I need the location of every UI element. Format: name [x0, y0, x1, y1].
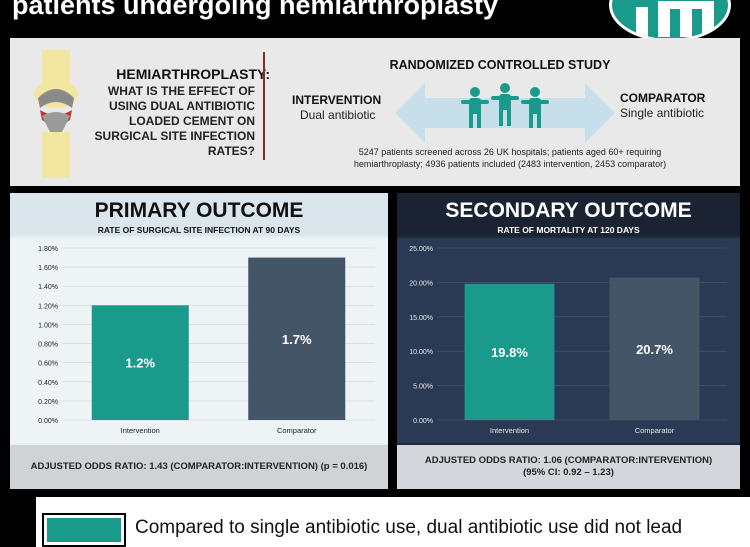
- y-tick-label: 20.00%: [409, 280, 433, 287]
- y-tick-label: 1.60%: [38, 265, 58, 272]
- data-label: 1.7%: [282, 332, 312, 347]
- bar: [91, 305, 189, 420]
- y-tick-label: 1.20%: [38, 303, 58, 310]
- bar: [464, 283, 555, 420]
- y-tick-label: 5.00%: [413, 384, 433, 391]
- y-tick-label: 0.80%: [38, 342, 58, 349]
- comparator-sub: Single antibiotic: [620, 106, 705, 120]
- y-tick-label: 0.60%: [38, 361, 58, 368]
- primary-chart: 0.00% 0.20% 0.40% 0.60% 0.80% 1.00% 1.20% 1.40%…: [38, 246, 375, 435]
- y-tick-label: 10.00%: [409, 349, 433, 356]
- bar: [248, 257, 346, 420]
- page-title: patients undergoing hemiarthroplasty: [12, 0, 499, 20]
- double-arrow-icon: [395, 83, 615, 143]
- secondary-chart: 0.00% 5.00% 10.00% 15.00% 20.00% 25.00% 19.8% I…: [409, 246, 727, 435]
- y-tick-label: 0.00%: [413, 418, 433, 425]
- y-tick-label: 0.00%: [38, 418, 58, 425]
- secondary-subtitle: RATE OF MORTALITY AT 120 DAYS: [497, 225, 640, 235]
- x-tick-label: Comparator: [277, 426, 317, 435]
- secondary-footer: ADJUSTED ODDS RATIO: 1.06 (COMPARATOR:IN…: [397, 445, 740, 489]
- y-tick-label: 0.20%: [38, 399, 58, 406]
- study-description: 5247 patients screened across 26 UK hosp…: [353, 147, 667, 169]
- question-title: HEMIARTHROPLASTY:: [116, 66, 270, 82]
- y-tick-label: 15.00%: [409, 315, 433, 322]
- study-title: RANDOMIZED CONTROLLED STUDY: [389, 58, 611, 72]
- y-tick-label: 25.00%: [409, 246, 433, 253]
- hip-joint-icon: [34, 50, 78, 178]
- secondary-outcome-panel: SECONDARY OUTCOME RATE OF MORTALITY AT 1…: [397, 193, 740, 489]
- x-tick-label: Intervention: [121, 426, 160, 435]
- y-tick-label: 0.40%: [38, 380, 58, 387]
- y-tick-label: 1.00%: [38, 322, 58, 329]
- divider: [263, 52, 265, 160]
- data-label: 20.7%: [636, 342, 673, 357]
- conclusion-icon: [42, 513, 126, 547]
- bar: [609, 277, 700, 420]
- data-label: 1.2%: [125, 356, 155, 371]
- comparator-label: COMPARATOR: [620, 91, 706, 105]
- primary-outcome-panel: PRIMARY OUTCOME RATE OF SURGICAL SITE IN…: [10, 193, 388, 489]
- conclusion-text: Compared to single antibiotic use, dual …: [135, 517, 683, 538]
- y-tick-label: 1.40%: [38, 284, 58, 291]
- intervention-sub: Dual antibiotic: [300, 108, 376, 122]
- y-tick-label: 1.80%: [38, 246, 58, 253]
- x-tick-label: Intervention: [490, 426, 529, 435]
- data-label: 19.8%: [491, 345, 528, 360]
- primary-subtitle: RATE OF SURGICAL SITE INFECTION AT 90 DA…: [97, 225, 301, 235]
- primary-footer: ADJUSTED ODDS RATIO: 1.43 (COMPARATOR:IN…: [10, 445, 388, 489]
- question-text: WHAT IS THE EFFECT OF USING DUAL ANTIBIO…: [94, 84, 255, 158]
- journal-logo: [609, 0, 731, 42]
- intervention-label: INTERVENTION: [292, 93, 382, 107]
- x-tick-label: Comparator: [635, 426, 675, 435]
- secondary-title: SECONDARY OUTCOME: [445, 199, 692, 222]
- primary-title: PRIMARY OUTCOME: [94, 199, 304, 222]
- study-overview-panel: HEMIARTHROPLASTY: WHAT IS THE EFFECT OF …: [10, 38, 740, 186]
- people-icon: [461, 83, 549, 128]
